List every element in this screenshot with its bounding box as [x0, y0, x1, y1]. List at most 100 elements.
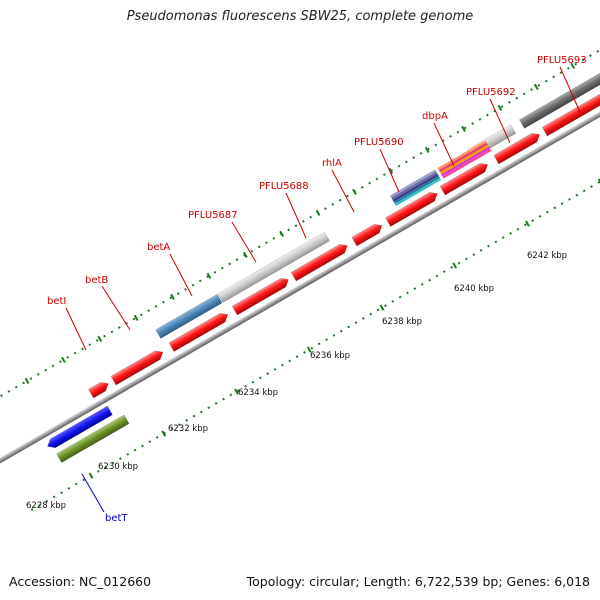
gene-darkgray[interactable]: [519, 64, 600, 129]
tick-mark: [360, 186, 364, 189]
gene-gray[interactable]: [217, 231, 330, 303]
gene-blue-betT[interactable]: [45, 405, 113, 451]
gene-red[interactable]: [231, 275, 291, 316]
major-tick: [525, 220, 530, 227]
multi-feature-gene[interactable]: [391, 171, 438, 200]
multi-feature-gene[interactable]: [437, 140, 487, 171]
tick-mark: [44, 368, 48, 372]
tick-mark: [132, 317, 136, 321]
multi-feature-gene[interactable]: [390, 169, 437, 198]
tick-mark: [442, 270, 446, 273]
multi-feature-gene[interactable]: [394, 177, 442, 206]
tick-mark: [465, 257, 468, 261]
tick-mark: [170, 427, 174, 431]
tick-mark: [375, 177, 379, 181]
tick-mark: [295, 355, 299, 358]
gene-red[interactable]: [351, 221, 385, 247]
tick-mark: [141, 444, 144, 448]
tick-mark: [419, 152, 423, 155]
gene-red[interactable]: [493, 130, 542, 165]
tick-mark: [38, 503, 41, 507]
tick-mark: [30, 508, 34, 511]
gene-label: betI: [47, 296, 66, 307]
tick-mark: [405, 160, 408, 164]
major-tick: [206, 272, 212, 279]
gene-red[interactable]: [110, 348, 165, 386]
major-tick: [388, 167, 394, 174]
tick-mark: [244, 384, 247, 388]
tick-mark: [537, 84, 541, 87]
gene-steelblue[interactable]: [155, 293, 223, 339]
tick-mark: [207, 406, 211, 409]
tick-mark: [7, 390, 11, 393]
axis-tick-label: 6232 kbp: [168, 424, 208, 434]
tick-mark: [434, 143, 438, 147]
tick-mark: [361, 316, 365, 320]
tick-mark: [236, 389, 240, 392]
major-tick: [452, 262, 458, 269]
gene-red[interactable]: [385, 189, 440, 227]
tick-mark: [456, 130, 460, 134]
multi-feature-gene[interactable]: [393, 175, 440, 204]
gene-label: betA: [147, 242, 170, 253]
tick-mark: [581, 58, 585, 62]
major-tick: [234, 388, 239, 395]
tick-mark: [463, 126, 467, 130]
tick-mark: [317, 342, 321, 346]
axis-tick-label: 6234 kbp: [238, 388, 278, 398]
tick-mark: [530, 88, 533, 91]
gene-red[interactable]: [88, 379, 110, 399]
tick-mark: [568, 197, 571, 201]
tick-mark: [14, 385, 18, 389]
tick-mark: [420, 282, 424, 286]
label-leader-line: [331, 169, 355, 213]
gene-label: betB: [85, 275, 108, 286]
tick-mark: [192, 414, 196, 418]
gene-label: rhlA: [322, 158, 342, 169]
axis-tick-label: 6230 kbp: [98, 462, 138, 472]
major-tick: [424, 146, 430, 153]
multi-feature-gene[interactable]: [440, 144, 489, 175]
label-leader-line: [489, 98, 511, 144]
axis-tick-label: 6236 kbp: [310, 351, 350, 361]
label-leader-line: [559, 66, 581, 113]
label-leader-line: [285, 192, 307, 239]
tick-mark: [596, 50, 600, 53]
tick-mark: [566, 67, 570, 70]
tick-mark: [553, 206, 557, 210]
tick-mark: [155, 435, 159, 439]
genome-backbone: [0, 88, 600, 473]
tick-mark: [472, 253, 476, 256]
tick-mark: [88, 343, 92, 346]
tick-mark: [500, 105, 504, 108]
tick-mark: [303, 350, 306, 354]
gene-red[interactable]: [168, 310, 230, 352]
tick-mark: [325, 338, 328, 341]
multi-feature-gene[interactable]: [438, 142, 488, 173]
major-tick: [133, 314, 139, 321]
gene-red[interactable]: [541, 85, 600, 137]
tick-mark: [200, 410, 203, 414]
tick-mark: [258, 376, 262, 380]
genome-summary: Topology: circular; Length: 6,722,539 bp…: [246, 574, 590, 589]
tick-mark: [257, 245, 261, 249]
tick-mark: [104, 465, 108, 469]
major-tick: [379, 304, 385, 311]
gene-label: PFLU5690: [354, 137, 404, 148]
gene-olive[interactable]: [56, 414, 130, 463]
tick-mark: [509, 231, 512, 235]
tick-mark: [391, 299, 395, 303]
tick-mark: [213, 271, 217, 274]
multi-feature-gene[interactable]: [442, 148, 492, 179]
tick-mark: [110, 330, 114, 334]
gene-red[interactable]: [439, 160, 490, 196]
tick-mark: [45, 499, 49, 503]
multi-feature-gene[interactable]: [392, 173, 439, 202]
tick-mark: [103, 334, 106, 338]
gene-red[interactable]: [290, 241, 350, 282]
tick-mark: [185, 418, 189, 422]
tick-mark: [471, 122, 474, 125]
major-tick: [161, 430, 167, 437]
tick-mark: [478, 118, 482, 121]
multi-feature-gene[interactable]: [441, 146, 491, 177]
